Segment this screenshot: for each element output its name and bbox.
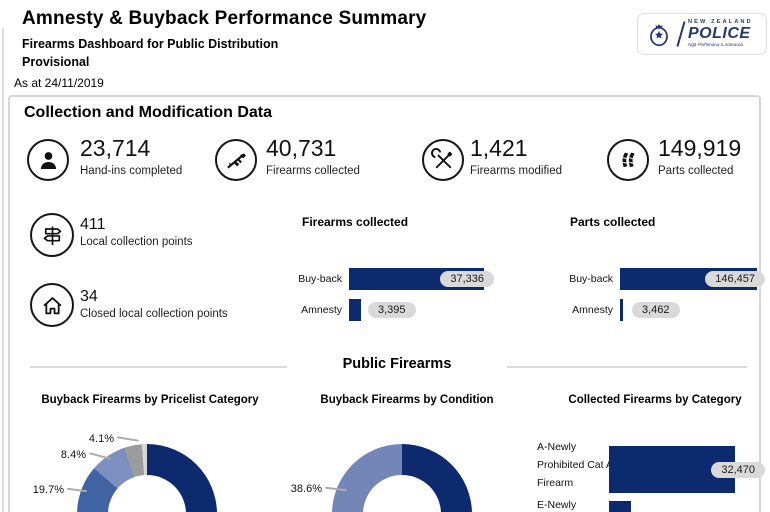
- callout-line: [116, 436, 140, 442]
- kpi-modified-value: 1,421: [470, 135, 528, 161]
- as-at-date: As at 24/11/2019: [14, 76, 104, 90]
- points-open-value: 411: [80, 216, 106, 233]
- rifle-icon: [215, 139, 257, 181]
- parts-collected-chart-title: Parts collected: [570, 215, 656, 229]
- kpi-firearms-label: Firearms collected: [266, 165, 360, 177]
- pct-label-19-7: 19.7%: [32, 484, 64, 496]
- page-edge-line: [2, 28, 4, 512]
- pricelist-chart-title: Buyback Firearms by Pricelist Category: [41, 394, 259, 406]
- person-icon: [27, 139, 69, 181]
- bar-value-label: 32,470: [711, 461, 765, 478]
- firearms-buyback-row: Buy-back 37,336: [298, 268, 494, 290]
- donut-hole: [363, 475, 441, 512]
- logo-slash: [676, 21, 686, 47]
- category-row-e-newly: [609, 501, 735, 512]
- donut-hole: [108, 475, 186, 512]
- provisional-label: Provisional: [22, 55, 90, 69]
- bar-category-label: Buy-back: [298, 273, 342, 285]
- donut-condition[interactable]: [332, 444, 472, 512]
- parts-amnesty-row: Amnesty 3,462: [572, 299, 757, 321]
- category-label-line: Firearm: [537, 477, 574, 489]
- bar-firearms-amnesty[interactable]: [349, 299, 362, 321]
- bar-value-label: 146,457: [705, 271, 765, 287]
- points-closed-label: Closed local collection points: [80, 308, 228, 320]
- house-icon: [30, 283, 74, 327]
- divider-left: [30, 366, 287, 368]
- bar-category-label: Amnesty: [301, 304, 342, 316]
- firearms-amnesty-row: Amnesty 3,395: [301, 299, 484, 321]
- logo-country: NEW ZEALAND: [688, 19, 753, 26]
- firearms-collected-chart-title: Firearms collected: [302, 215, 409, 229]
- signpost-icon: [30, 213, 74, 257]
- bar-category-label: Amnesty: [572, 304, 613, 316]
- category-row-cat-a: 32,470: [609, 446, 765, 493]
- kpi-firearms-value: 40,731: [266, 135, 337, 161]
- kpi-modified-label: Firearms modified: [470, 165, 563, 177]
- points-closed-value: 34: [80, 288, 98, 305]
- collection-panel: Collection and Modification Data 23,714 …: [8, 95, 765, 512]
- pct-label-38-6: 38.6%: [290, 483, 322, 495]
- category-label-line: A-Newly: [537, 441, 577, 453]
- logo-wordmark: POLICE: [688, 25, 751, 43]
- bar-value-label: 37,336: [440, 271, 494, 287]
- condition-chart-title: Buyback Firearms by Condition: [320, 394, 494, 406]
- parts-buyback-row: Buy-back 146,457: [569, 268, 765, 290]
- category-chart-title: Collected Firearms by Category: [568, 394, 742, 406]
- category-label-line: Prohibited Cat A: [537, 459, 613, 471]
- kpi-parts-value: 149,919: [658, 135, 742, 161]
- bar-value-label: 3,462: [632, 302, 680, 318]
- section-title: Collection and Modification Data: [24, 104, 273, 121]
- tools-icon: [422, 139, 464, 181]
- kpi-handins-label: Hand-ins completed: [80, 165, 183, 177]
- kpi-handins-value: 23,714: [80, 135, 151, 161]
- points-open-label: Local collection points: [80, 236, 193, 248]
- pct-label-4-1: 4.1%: [88, 433, 114, 445]
- pct-label-8-4: 8.4%: [60, 449, 86, 461]
- bar-e-newly[interactable]: [609, 501, 632, 512]
- bar-parts-amnesty[interactable]: [620, 299, 624, 321]
- category-label-line: E-Newly: [537, 499, 577, 511]
- police-crest-icon: [650, 24, 668, 47]
- bar-value-label: 3,395: [368, 302, 416, 318]
- kpi-parts-label: Parts collected: [658, 165, 734, 177]
- magazines-icon: [607, 139, 649, 181]
- public-firearms-title: Public Firearms: [342, 356, 452, 372]
- bar-category-label: Buy-back: [569, 273, 613, 285]
- logo-tagline: Ngā Pirihimana o Aotearoa: [688, 41, 743, 47]
- page-title: Amnesty & Buyback Performance Summary: [22, 8, 427, 29]
- page-subtitle: Firearms Dashboard for Public Distributi…: [22, 37, 279, 51]
- nz-police-logo: NEW ZEALAND POLICE Ngā Pirihimana o Aote…: [637, 13, 767, 55]
- divider-right: [507, 366, 747, 368]
